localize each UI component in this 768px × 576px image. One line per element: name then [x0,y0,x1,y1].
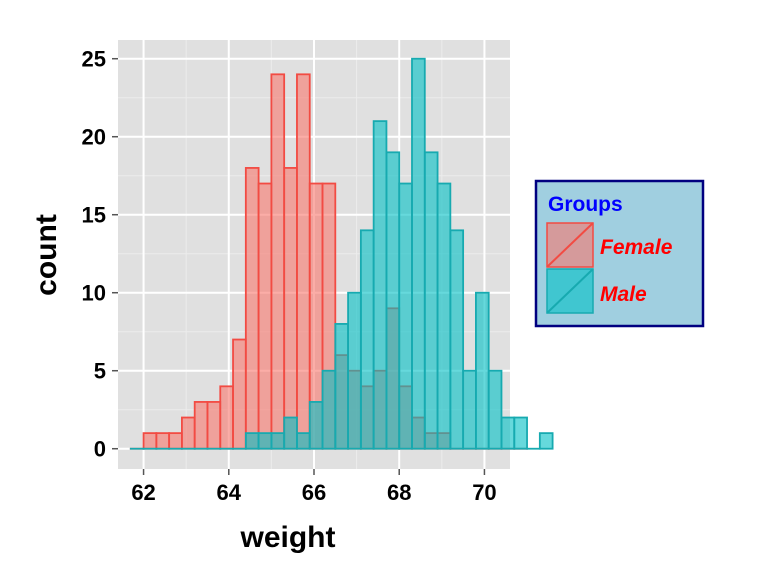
male-bar [436,182,452,450]
female-bar [155,432,171,450]
female-bar [257,182,273,450]
male-bar [257,432,273,450]
y-axis-ticks: 0 5 10 15 20 25 [82,47,118,462]
female-bar [219,385,234,450]
x-axis-ticks: 62 64 66 68 70 [131,469,497,505]
y-tick-label: 10 [82,281,106,306]
x-tick-label: 62 [131,480,155,505]
male-bar [449,229,465,450]
legend-swatch-male-slash [546,268,594,314]
male-bar [411,57,426,450]
male-series [129,57,554,450]
male-bar [487,369,503,450]
female-bar [193,401,209,450]
female-bar [206,401,222,450]
female-bar [283,167,298,450]
male-bar [296,432,311,450]
female-bar [181,416,196,450]
female-bar [296,73,311,450]
y-tick-label: 0 [94,437,106,462]
legend-key-male: Male [546,268,647,314]
legend-swatch-female-slash [546,222,594,268]
female-bar [168,432,183,450]
male-bar [385,151,401,450]
female-bar [270,73,286,450]
legend-title: Groups [548,193,623,216]
legend-label-female: Female [600,236,673,259]
male-bar [359,229,375,450]
male-bar [538,432,554,450]
female-bar [232,338,247,450]
y-tick-label: 5 [94,359,106,384]
male-bar [398,182,413,450]
male-bar [308,401,324,450]
male-bar [500,416,516,450]
male-bar [283,416,298,450]
male-bar [347,291,362,450]
male-bar [334,323,349,450]
male-bar [321,369,337,450]
x-tick-label: 66 [302,480,326,505]
legend-key-female: Female [546,222,673,268]
female-bar [244,167,260,450]
x-axis-title: weight [240,521,336,554]
male-bar [270,432,286,450]
x-tick-label: 64 [217,480,242,505]
legend: Groups Female Male [534,179,705,328]
female-bar [142,432,158,450]
male-bar [244,432,260,450]
male-bar [475,291,490,450]
legend-label-male: Male [600,283,647,306]
male-bar [423,151,439,450]
male-bar [372,120,388,450]
y-tick-label: 25 [82,47,106,72]
x-tick-label: 68 [387,480,411,505]
y-tick-label: 15 [82,203,106,228]
y-axis-title: count [30,214,63,296]
x-tick-label: 70 [472,480,496,505]
male-bar [513,416,528,450]
y-tick-label: 20 [82,125,106,150]
male-bar [462,369,477,450]
